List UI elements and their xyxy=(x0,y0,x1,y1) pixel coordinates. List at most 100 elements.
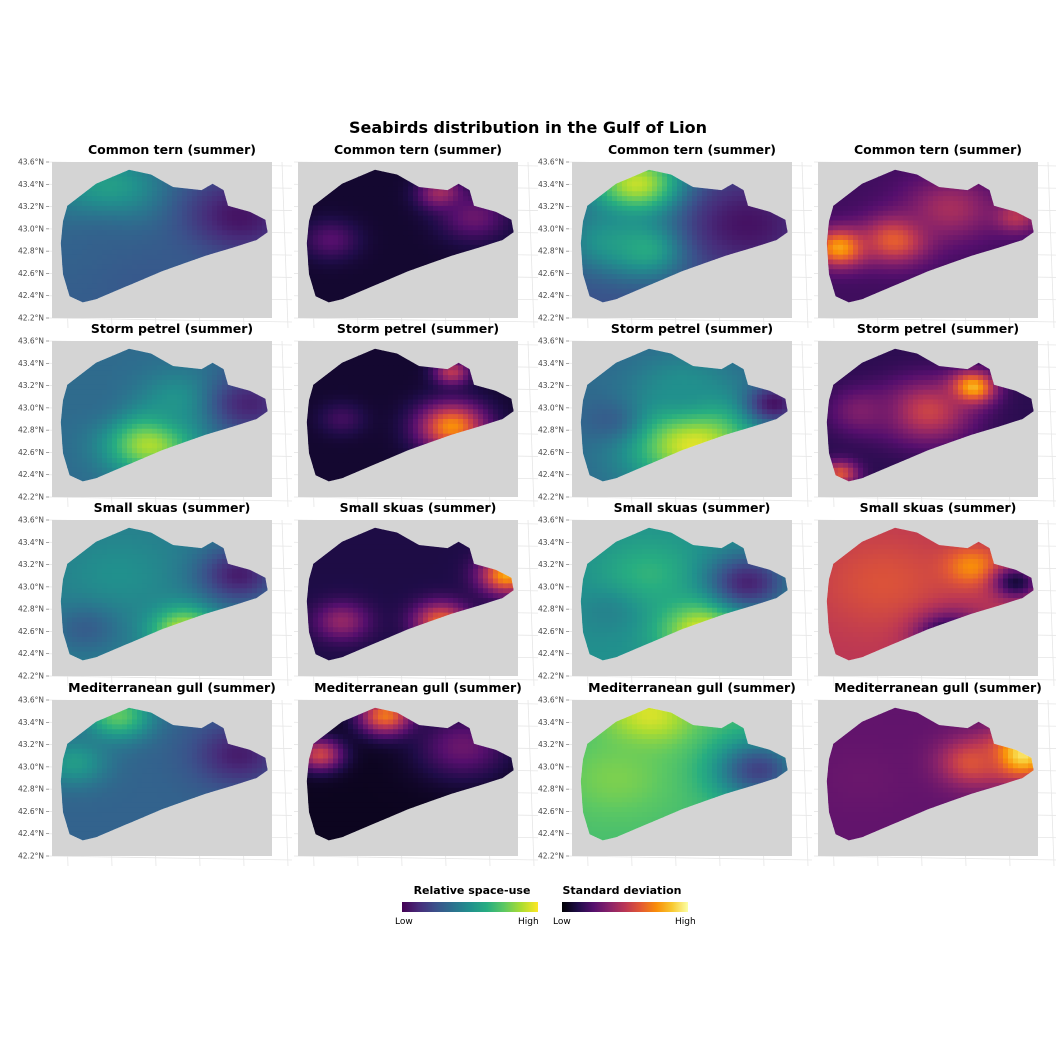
heat-cell xyxy=(177,210,183,217)
heat-cell xyxy=(207,191,213,197)
heat-cell xyxy=(488,210,494,217)
heat-cell xyxy=(403,244,409,251)
heat-cell xyxy=(122,210,128,217)
heat-cell xyxy=(87,254,93,260)
heat-cell xyxy=(727,196,733,202)
heat-cell xyxy=(458,196,464,202)
heat-cell xyxy=(197,215,203,221)
heat-cell xyxy=(353,240,359,246)
heat-cell xyxy=(348,249,354,256)
heat-cell xyxy=(363,254,369,260)
heat-cell xyxy=(343,210,349,217)
heat-cell xyxy=(883,205,889,212)
heat-cell xyxy=(323,240,329,246)
heat-cell xyxy=(157,196,163,202)
heat-cell xyxy=(918,176,924,182)
heat-cell xyxy=(418,225,424,231)
heat-cell xyxy=(107,259,113,265)
heat-cell xyxy=(627,181,633,187)
heat-cell xyxy=(587,279,593,285)
heat-cell xyxy=(107,274,113,280)
heat-cell xyxy=(393,181,399,187)
heat-cell xyxy=(612,191,618,197)
heat-cell xyxy=(353,264,359,270)
heat-cell xyxy=(826,235,829,241)
heat-cell xyxy=(438,220,444,226)
heat-cell xyxy=(848,205,854,212)
heat-cell xyxy=(147,240,153,246)
heat-cell xyxy=(147,235,153,241)
heat-cell xyxy=(677,259,683,265)
heat-cell xyxy=(647,201,653,207)
heat-cell xyxy=(343,249,349,256)
heat-cell xyxy=(762,210,768,217)
heat-cell xyxy=(393,176,399,182)
heat-cell xyxy=(853,191,859,197)
heat-cell xyxy=(612,196,618,202)
heat-cell xyxy=(87,249,93,256)
heat-cell xyxy=(413,259,419,265)
heat-cell xyxy=(358,283,364,290)
heat-cell xyxy=(358,220,364,226)
heat-cell xyxy=(677,269,683,275)
heat-cell xyxy=(197,254,203,260)
heat-cell xyxy=(732,230,738,236)
heat-cell xyxy=(662,244,668,251)
heat-cell xyxy=(722,205,728,212)
heat-cell xyxy=(913,191,919,197)
heat-cell xyxy=(737,220,743,226)
heat-cell xyxy=(938,186,944,192)
heat-cell xyxy=(637,171,643,178)
heat-cell xyxy=(428,230,434,236)
heat-cell xyxy=(82,210,88,217)
heat-cell xyxy=(368,210,374,217)
heat-cell xyxy=(612,186,618,192)
heat-cell xyxy=(127,210,133,217)
heat-cell xyxy=(423,235,429,241)
heat-cell xyxy=(458,244,464,251)
heat-cell xyxy=(172,215,178,221)
heat-cell xyxy=(453,220,459,226)
heat-cell xyxy=(493,225,499,231)
heat-cell xyxy=(667,244,673,251)
heat-cell xyxy=(112,259,118,265)
heat-cell xyxy=(383,259,389,265)
heat-cell xyxy=(182,235,188,241)
heat-cell xyxy=(843,215,849,221)
heat-cell xyxy=(473,205,479,212)
heat-cell xyxy=(732,196,738,202)
heat-cell xyxy=(612,288,618,295)
heat-cell xyxy=(147,264,153,270)
heat-cell xyxy=(657,205,663,212)
heat-cell xyxy=(82,196,88,202)
heat-cell xyxy=(582,249,588,256)
heat-cell xyxy=(448,215,454,221)
heat-cell xyxy=(162,220,168,226)
heat-cell xyxy=(707,244,713,251)
heat-cell xyxy=(67,249,73,256)
heat-cell xyxy=(306,240,309,246)
heat-cell xyxy=(443,240,449,246)
heat-cell xyxy=(107,191,113,197)
heat-cell xyxy=(67,259,73,265)
heat-cell xyxy=(97,235,103,241)
heat-cell xyxy=(152,254,158,260)
heat-cell xyxy=(338,215,344,221)
heat-cell xyxy=(953,205,959,212)
heat-cell xyxy=(403,201,409,207)
heat-cell xyxy=(433,186,439,192)
heat-cell xyxy=(388,269,394,275)
heat-cell xyxy=(747,235,753,241)
heat-cell xyxy=(97,225,103,231)
heat-cell xyxy=(187,220,193,226)
heat-cell xyxy=(72,205,78,212)
heat-cell xyxy=(328,240,334,246)
heat-cell xyxy=(998,215,1004,221)
heat-cell xyxy=(898,201,904,207)
heat-cell xyxy=(82,288,88,295)
heat-cell xyxy=(202,196,208,202)
heat-cell xyxy=(343,264,349,270)
heat-cell xyxy=(102,279,108,285)
heat-cell xyxy=(777,230,783,236)
heat-cell xyxy=(672,215,678,221)
